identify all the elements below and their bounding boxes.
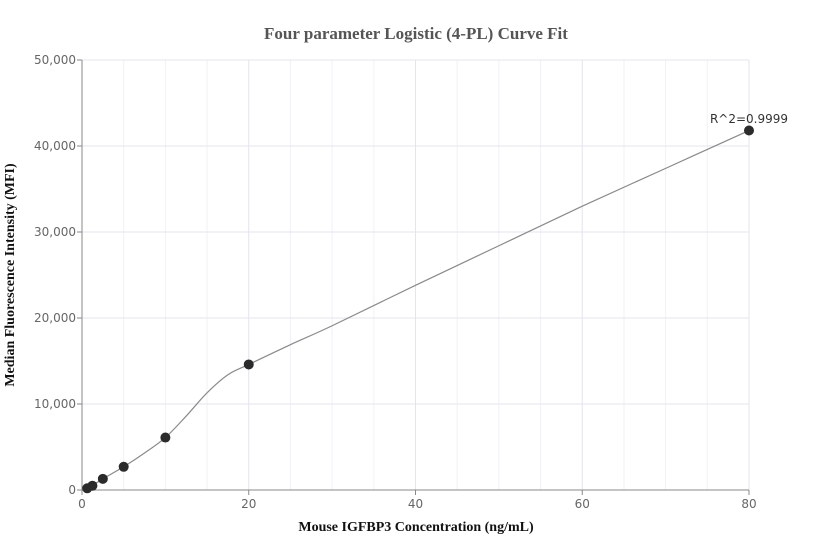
x-tick-label: 80 [741,497,756,511]
y-tick-label: 50,000 [34,53,76,67]
y-tick-label: 40,000 [34,139,76,153]
y-tick-label: 10,000 [34,397,76,411]
x-tick-label: 40 [408,497,423,511]
grid [82,59,750,490]
data-point[interactable] [87,480,98,491]
y-tick-label: 30,000 [34,225,76,239]
data-points [82,125,754,494]
chart-title: Four parameter Logistic (4-PL) Curve Fit [264,24,568,43]
x-axis-label: Mouse IGFBP3 Concentration (ng/mL) [298,520,534,535]
data-point[interactable] [744,125,754,136]
x-tick-label: 0 [78,497,86,511]
data-point[interactable] [243,359,254,370]
x-tick-label: 20 [241,497,256,511]
y-tick-label: 20,000 [34,311,76,325]
y-tick-label: 0 [68,483,76,497]
data-point[interactable] [97,473,108,484]
data-point[interactable] [118,461,129,472]
y-axis-label: Median Fluorescence Intensity (MFI) [3,163,18,387]
r-squared-annotation: R^2=0.9999 [710,112,788,126]
x-tick-label: 60 [575,497,590,511]
data-point[interactable] [160,432,171,443]
ticks: 0 20 40 60 80 0 10,000 20,000 30,000 40,000 50,000 [34,53,757,511]
